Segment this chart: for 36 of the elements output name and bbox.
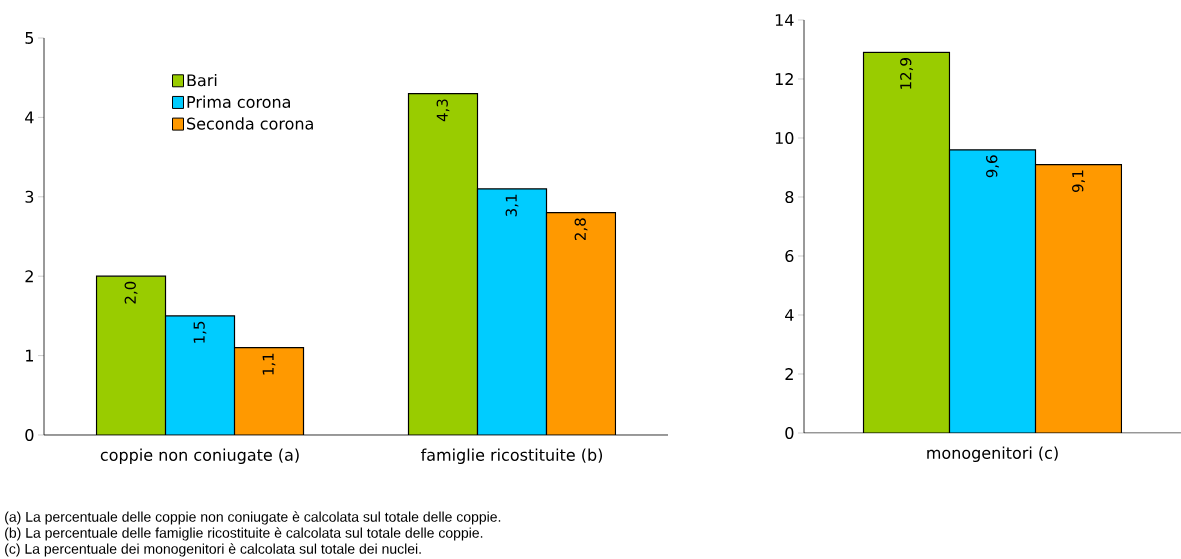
bar <box>476 188 548 435</box>
x-tick-label: coppie non coniugate (a) <box>100 448 299 464</box>
y-tick-label: 4 <box>785 309 794 321</box>
data-label: 9,1 <box>1072 170 1085 193</box>
data-label: 1,5 <box>193 321 207 343</box>
bar <box>96 276 166 435</box>
data-label: 9,6 <box>986 155 999 178</box>
legend-label: Prima corona <box>187 95 290 108</box>
y-tick-label: 1 <box>26 349 33 362</box>
y-tick-label: 12 <box>775 73 793 85</box>
text: (b) La percentuale delle famiglie ricostituite è calcolata sul totale delle coppie. <box>5 527 483 541</box>
y-tick-label: 0 <box>785 426 794 440</box>
y-tick-label: 8 <box>785 190 794 204</box>
data-label: 2,8 <box>574 218 588 241</box>
data-label: 1,1 <box>262 353 276 375</box>
x-tick-label: monogenitori (c) <box>927 446 1058 462</box>
bar <box>165 315 235 435</box>
y-tick-label: 2 <box>25 270 33 283</box>
x-tick-label: famiglie ricostituite (b) <box>420 448 603 464</box>
legend-label: Seconda corona <box>187 117 313 130</box>
data-label: 4,3 <box>436 99 450 122</box>
y-tick-label: 5 <box>25 32 34 44</box>
y-tick-label: 3 <box>25 190 34 203</box>
data-label: 3,1 <box>505 194 519 217</box>
data-label: 2,0 <box>124 281 138 304</box>
y-tick-label: 2 <box>785 368 793 380</box>
text: (a) La percentuale delle coppie non coniugate è calcolata sul totale delle coppie. <box>5 511 501 525</box>
y-tick-label: 6 <box>785 249 794 263</box>
bar <box>407 92 479 435</box>
legend-label: Bari <box>187 73 217 87</box>
y-tick-label: 0 <box>25 428 34 442</box>
text: (c) La percentuale dei monogenitori è calcolata sul totale dei nuclei. <box>5 543 421 557</box>
y-tick-label: 10 <box>775 131 794 145</box>
data-label: 12,9 <box>900 58 913 89</box>
y-tick-label: 4 <box>25 111 34 124</box>
y-tick-label: 14 <box>775 14 794 26</box>
